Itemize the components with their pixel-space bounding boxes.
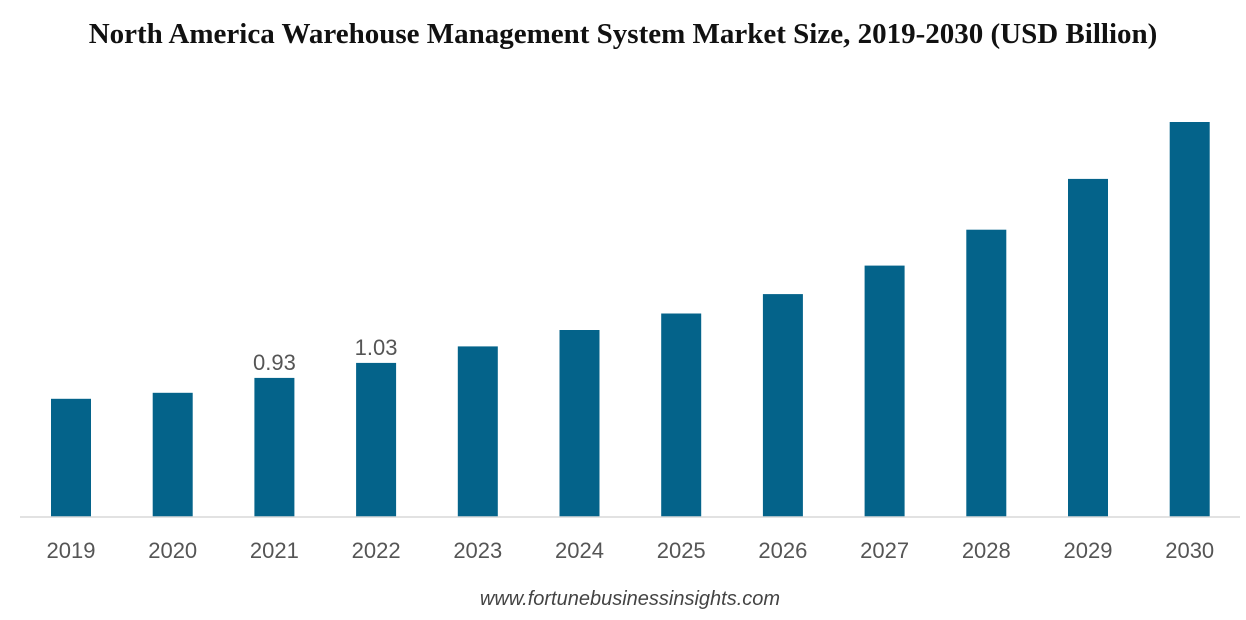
x-tick-label: 2022 <box>352 538 401 563</box>
bar-2021 <box>254 377 295 517</box>
x-tick-label: 2023 <box>453 538 502 563</box>
bar-2027 <box>864 265 905 517</box>
x-tick-label: 2020 <box>148 538 197 563</box>
x-tick-label: 2028 <box>962 538 1011 563</box>
x-tick-label: 2024 <box>555 538 604 563</box>
x-tick-label: 2026 <box>758 538 807 563</box>
chart-title: North America Warehouse Management Syste… <box>88 18 1158 50</box>
bar-2029 <box>1068 178 1108 517</box>
bar-2020 <box>152 392 193 517</box>
x-tick-label: 2027 <box>860 538 909 563</box>
x-tick-labels-group: 2019 2020 2021 2022 2023 2024 2025 2026 2027 2028… <box>47 538 1215 563</box>
bar-2026 <box>762 294 803 517</box>
data-label-2021: 0.93 <box>253 350 296 375</box>
source-watermark: www.fortunebusinessinsights.com <box>479 588 781 610</box>
bar-2025 <box>661 313 702 517</box>
x-tick-label: 2025 <box>657 538 706 563</box>
data-label-2022: 1.03 <box>355 335 398 360</box>
bars-group <box>51 122 1210 517</box>
x-tick-label: 2030 <box>1165 538 1214 563</box>
bar-2030 <box>1169 122 1210 517</box>
bar-2024 <box>559 330 600 517</box>
x-tick-label: 2021 <box>250 538 299 563</box>
x-tick-label: 2029 <box>1064 538 1113 563</box>
bar-2023 <box>457 346 498 517</box>
data-labels-group: 0.93 1.03 <box>253 335 398 375</box>
x-tick-label: 2019 <box>47 538 96 563</box>
bar-2028 <box>966 229 1007 517</box>
bar-2019 <box>51 398 91 517</box>
bar-2022 <box>356 362 397 517</box>
